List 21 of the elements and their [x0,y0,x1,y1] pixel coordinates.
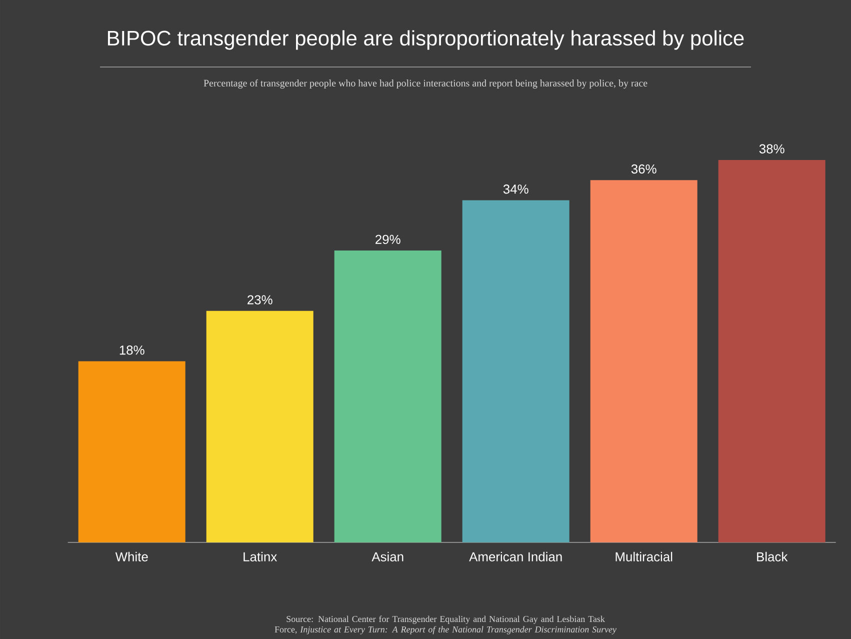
bar [78,361,186,542]
chart-subtitle: Percentage of transgender people who have had police interactions and report being harassed by police, by race [204,79,648,89]
chart-title: BIPOC transgender people are disproportionately harassed by police [108,30,744,50]
x-tick-label: White [115,552,148,562]
data-label: 34% [503,184,528,194]
x-tick-label: American Indian [469,552,562,562]
bar [718,160,826,542]
data-label: 29% [376,234,400,244]
x-tick-label: Latinx [244,552,277,562]
bar [462,200,570,542]
data-label: 18% [120,346,144,355]
bar [334,250,442,542]
x-tick-label: Asian [372,552,404,562]
data-label: 36% [631,164,656,174]
x-tick-label: Black [757,552,788,562]
x-tick-label: Multiracial [616,552,672,562]
data-label: 23% [248,295,272,304]
bar [206,310,314,542]
source-note: Source: National Center for Transgender Equality and National Gay and Lesbian Task Force, Injustice at Every Turn: A Report of the National Transgender Discrimination Survey [274,616,616,634]
data-label: 38% [759,144,784,154]
bar [590,180,698,542]
